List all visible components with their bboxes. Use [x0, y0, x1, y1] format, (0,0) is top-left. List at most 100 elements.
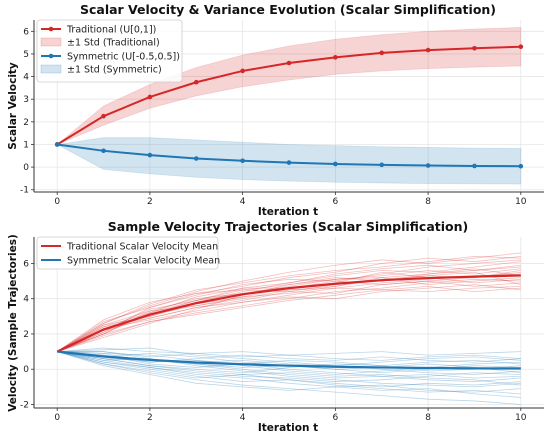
axes — [31, 237, 544, 411]
tick-labels: 0 2 4 6 8 10 -2 0 2 4 6 — [20, 259, 527, 423]
sample-trajectory-line — [57, 347, 521, 361]
grid — [34, 237, 544, 408]
data-point — [101, 148, 106, 154]
legend: Traditional (U[0,1]) ±1 Std (Traditional… — [36, 19, 183, 83]
sample-trajectory-line — [57, 351, 521, 398]
data-point — [240, 68, 245, 74]
x-tick-label: 0 — [54, 413, 60, 423]
mean-lines — [56, 274, 521, 370]
sample-trajectory-line — [57, 351, 521, 393]
y-tick-label: 0 — [23, 365, 29, 375]
legend-label: Symmetric (U[-0.5,0.5]) — [67, 52, 180, 63]
sample-trajectory-line — [57, 284, 521, 352]
legend-patch-icon — [40, 37, 62, 47]
x-tick-label: 8 — [425, 197, 431, 207]
grid — [34, 20, 544, 192]
chart-title: Sample Velocity Trajectories (Scalar Sim… — [108, 219, 468, 234]
data-point — [425, 163, 431, 168]
y-tick-label: 4 — [23, 295, 29, 305]
sample-trajectory-line — [57, 266, 521, 352]
y-axis-label: Velocity (Sample Trajectories) — [7, 234, 19, 412]
sample-trajectory-line — [57, 347, 521, 375]
sample-trajectory-line — [56, 280, 521, 352]
data-point — [425, 47, 431, 53]
sample-trajectory-line — [56, 252, 521, 352]
sample-trajectory-line — [57, 278, 521, 352]
x-tick-label: 4 — [240, 197, 246, 207]
mean-line — [57, 350, 521, 370]
mean-line — [56, 274, 521, 353]
sample-trajectory-line — [57, 271, 521, 352]
y-tick-label: 4 — [23, 73, 29, 83]
y-tick-label: 6 — [23, 259, 29, 269]
sample-trajectory-line — [57, 351, 521, 386]
y-axis-label: Scalar Velocity — [7, 62, 19, 150]
x-tick-label: 6 — [332, 197, 338, 207]
x-tick-label: 2 — [147, 197, 153, 207]
legend-frame — [36, 19, 183, 83]
y-tick-label: 0 — [23, 163, 29, 173]
legend-entry-traditional-mean: Traditional Scalar Velocity Mean — [41, 242, 218, 253]
legend-entry-symmetric-std: ±1 Std (Symmetric) — [40, 64, 162, 76]
legend-entry-symmetric-mean: Symmetric Scalar Velocity Mean — [41, 256, 220, 267]
y-tick-label: 2 — [23, 330, 29, 340]
sample-trajectory-line — [57, 277, 521, 352]
data-point — [286, 60, 292, 66]
data-point — [147, 94, 153, 100]
data-point — [193, 156, 199, 161]
legend-label: Traditional (U[0,1]) — [66, 25, 156, 36]
data-point — [147, 152, 153, 158]
y-tick-label: 2 — [23, 118, 29, 128]
axes — [31, 20, 544, 195]
legend-patch-icon — [40, 64, 62, 74]
series-lines — [54, 44, 524, 169]
legend-entry-traditional: Traditional (U[0,1]) — [41, 25, 156, 36]
legend-label: ±1 Std (Traditional) — [67, 38, 160, 49]
sample-trajectory-line — [57, 351, 521, 368]
legend-label: ±1 Std (Symmetric) — [67, 65, 162, 76]
chart-title: Scalar Velocity & Variance Evolution (Sc… — [80, 2, 496, 17]
sample-trajectory-line — [57, 285, 521, 352]
sample-trajectory-line — [56, 255, 521, 352]
data-point — [472, 163, 477, 169]
legend-marker-icon — [48, 26, 54, 32]
x-axis-label: Iteration t — [258, 422, 318, 434]
x-tick-label: 0 — [54, 197, 60, 207]
data-point — [518, 44, 524, 50]
sample-trajectory-line — [57, 351, 521, 388]
legend-marker-icon — [48, 53, 54, 59]
data-point — [101, 113, 106, 119]
tick-labels: 0 2 4 6 8 10 -1 0 1 2 3 4 5 6 — [20, 27, 527, 207]
legend-label: Traditional Scalar Velocity Mean — [66, 242, 218, 253]
panel-sample-trajectories: Sample Velocity Trajectories (Scalar Sim… — [7, 219, 544, 434]
y-tick-label: 6 — [23, 27, 29, 37]
x-axis-label: Iteration t — [258, 206, 318, 218]
x-tick-label: 4 — [240, 413, 246, 423]
legend: Traditional Scalar Velocity Mean Symmetr… — [36, 236, 220, 270]
sample-trajectory-line — [57, 351, 521, 358]
x-tick-label: 10 — [515, 197, 527, 207]
y-tick-label: 1 — [23, 140, 29, 150]
y-tick-label: -2 — [20, 400, 29, 410]
data-point — [286, 160, 292, 165]
sample-trajectory-line — [57, 351, 521, 374]
data-point — [472, 45, 477, 51]
legend-entry-traditional-std: ±1 Std (Traditional) — [40, 37, 160, 49]
sample-trajectory-line — [57, 351, 521, 379]
sample-trajectory-line — [57, 351, 521, 395]
data-point — [333, 55, 338, 60]
sample-trajectory-line — [57, 351, 521, 382]
x-tick-label: 8 — [425, 413, 431, 423]
sample-trajectory-line — [56, 255, 521, 352]
legend-entry-symmetric: Symmetric (U[-0.5,0.5]) — [41, 52, 180, 63]
data-point — [379, 162, 385, 168]
sample-trajectory-line — [57, 351, 521, 405]
data-point — [193, 79, 199, 85]
y-tick-label: 3 — [23, 95, 29, 105]
legend-frame — [36, 236, 219, 270]
data-point — [333, 161, 338, 167]
x-tick-label: 2 — [147, 413, 153, 423]
data-point — [240, 158, 245, 164]
sample-trajectory-line — [57, 351, 521, 375]
